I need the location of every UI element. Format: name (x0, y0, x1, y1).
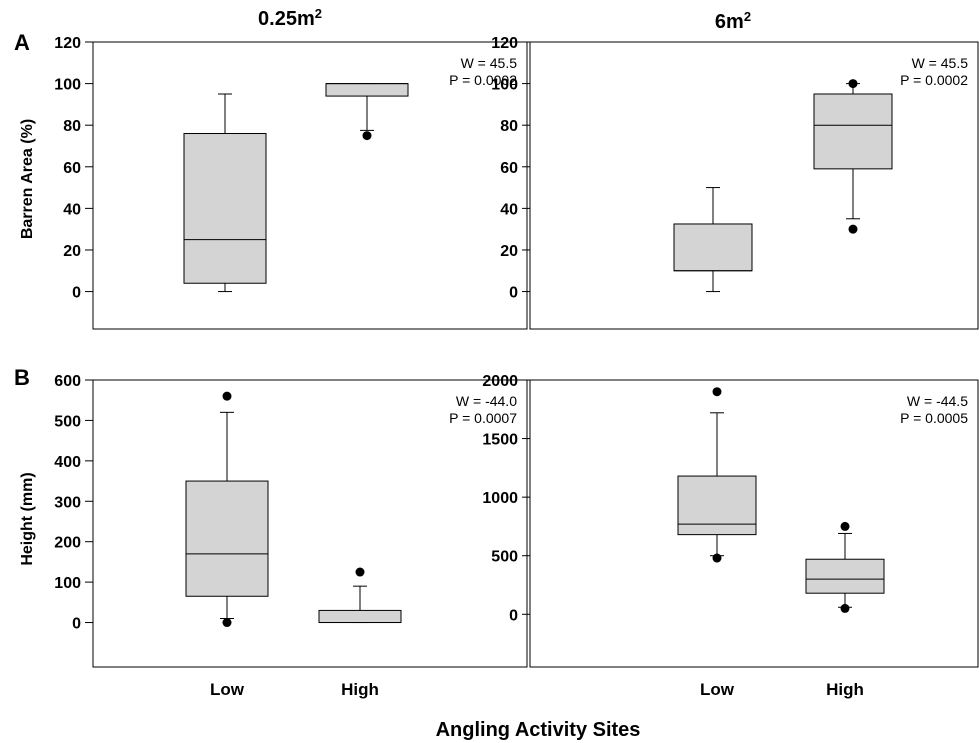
category-label-high: High (826, 680, 864, 699)
y-tick-label: 300 (54, 494, 81, 511)
outlier-point-high (848, 79, 858, 89)
column-title-left: 0.25m2 (258, 6, 322, 30)
y-tick-label: 120 (491, 35, 518, 52)
box-low (677, 475, 757, 536)
y-tick-label: 400 (54, 454, 81, 471)
y-tick-label: 600 (54, 373, 81, 390)
y-tick-label: 60 (500, 160, 518, 177)
outlier-point-low (222, 618, 232, 628)
y-tick-label: 1500 (482, 432, 518, 449)
category-label-low: Low (210, 680, 245, 699)
plot-panel-b-left: 0 100 200 300 400 500 600 Low High W = -44.0P = 0… (54, 373, 528, 699)
y-tick-label: 500 (491, 549, 518, 566)
plot-frame (92, 41, 528, 330)
box-high (813, 93, 893, 170)
y-axis-title-row-a: Barren Area (%) (19, 119, 36, 239)
column-title-right: 6m2 (715, 9, 751, 33)
y-tick-label: 0 (509, 607, 518, 624)
stat-annotation-line: W = -44.0 (456, 393, 517, 409)
outlier-point-low (712, 553, 722, 563)
plot-panel-a-left: 0 20 40 60 80 100 120 W = 45.5P = 0.0002 (54, 35, 528, 330)
plot-frame (529, 379, 979, 668)
y-tick-label: 100 (491, 77, 518, 94)
stat-annotation-line: P = 0.0002 (449, 72, 517, 88)
y-tick-label: 0 (72, 285, 81, 302)
outlier-point-low (222, 391, 232, 401)
box-low (673, 223, 753, 272)
outlier-point-low (712, 387, 722, 397)
y-tick-label: 20 (63, 243, 81, 260)
y-tick-label: 60 (63, 160, 81, 177)
y-tick-label: 2000 (482, 373, 518, 390)
stat-annotation-line: P = 0.0002 (900, 72, 968, 88)
y-tick-label: 40 (63, 201, 81, 218)
y-tick-label: 100 (54, 575, 81, 592)
y-tick-label: 0 (72, 616, 81, 633)
outlier-point-high (840, 521, 850, 531)
y-tick-label: 100 (54, 77, 81, 94)
plot-panel-a-right: 0 20 40 60 80 100 120 W = 45.5P = 0.0002 (491, 35, 979, 330)
plot-panel-b-right: 0 500 1000 1500 2000 Low High W = -44.5P = 0.00… (482, 373, 979, 699)
stat-annotation-line: P = 0.0007 (449, 410, 517, 426)
y-tick-label: 40 (500, 201, 518, 218)
y-tick-label: 120 (54, 35, 81, 52)
plot-frame (92, 379, 528, 668)
y-tick-label: 200 (54, 535, 81, 552)
stat-annotation-line: P = 0.0005 (900, 410, 968, 426)
x-axis-title: Angling Activity Sites (436, 719, 641, 741)
box-high (325, 83, 409, 97)
outlier-point-high (840, 603, 850, 613)
y-tick-label: 500 (54, 413, 81, 430)
plot-frame (529, 41, 979, 330)
panel-letter-a: A (14, 30, 30, 55)
stat-annotation-line: W = 45.5 (912, 55, 969, 71)
category-label-low: Low (700, 680, 735, 699)
outlier-point-high (848, 224, 858, 234)
stat-annotation-line: W = -44.5 (907, 393, 968, 409)
outlier-point-high (355, 567, 365, 577)
y-tick-label: 0 (509, 285, 518, 302)
y-tick-label: 1000 (482, 490, 518, 507)
outlier-point-high (362, 131, 372, 141)
box-low (183, 133, 267, 284)
panel-letter-b: B (14, 365, 30, 390)
box-low (185, 480, 269, 597)
y-tick-label: 80 (63, 118, 81, 135)
box-high (318, 609, 402, 624)
y-tick-label: 80 (500, 118, 518, 135)
y-tick-label: 20 (500, 243, 518, 260)
box-high (805, 558, 885, 594)
stat-annotation-line: W = 45.5 (461, 55, 518, 71)
y-axis-title-row-b: Height (mm) (19, 472, 36, 565)
category-label-high: High (341, 680, 379, 699)
